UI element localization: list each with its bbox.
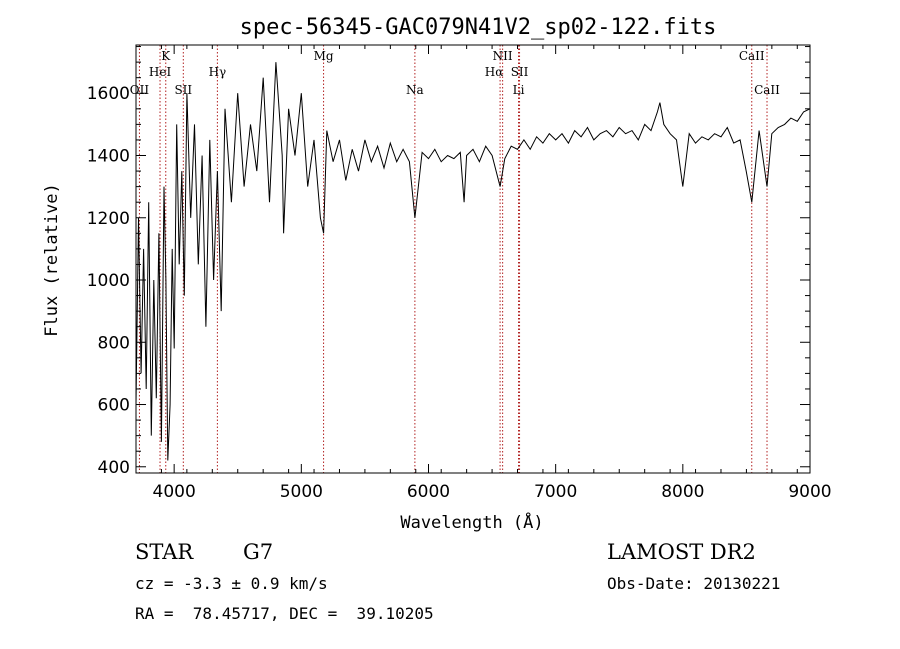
coordinates-line: RA = 78.45717, DEC = 39.10205: [135, 604, 434, 623]
y-axis-label: Flux (relative): [42, 183, 62, 337]
x-tick-label: 5000: [280, 482, 323, 502]
chart-title: spec-56345-GAC079N41V2_sp02-122.fits: [240, 15, 717, 40]
object-subclass: G7: [243, 540, 274, 564]
marker-label: OII: [130, 83, 150, 97]
marker-label: Hγ: [209, 65, 227, 79]
x-tick-label: 9000: [788, 482, 831, 502]
y-tick-label: 1400: [87, 147, 130, 167]
obs-date: Obs-Date: 20130221: [607, 574, 781, 593]
x-axis-label: Wavelength (Å): [400, 511, 543, 533]
y-tick-label: 1000: [87, 271, 130, 291]
y-tick-label: 1200: [87, 209, 130, 229]
marker-label: Li: [513, 83, 525, 97]
y-tick-label: 800: [98, 333, 130, 353]
marker-label: CaII: [754, 83, 780, 97]
marker-label: Hα: [485, 65, 504, 79]
marker-label: K: [161, 49, 171, 63]
marker-label: SII: [174, 83, 192, 97]
x-tick-label: 7000: [534, 482, 577, 502]
marker-label: Na: [406, 83, 424, 97]
spectrum-line: [135, 62, 811, 461]
marker-label: NII: [493, 49, 513, 63]
marker-label: CaII: [739, 49, 765, 63]
marker-label: SII: [511, 65, 529, 79]
survey-name: LAMOST DR2: [607, 540, 756, 564]
marker-label: HeI: [149, 65, 172, 79]
y-tick-label: 600: [98, 396, 130, 416]
object-class: STAR: [135, 540, 194, 564]
marker-label: Mg: [314, 49, 334, 63]
redshift-line: cz = -3.3 ± 0.9 km/s: [135, 574, 328, 593]
plot-frame: [135, 44, 811, 474]
y-tick-label: 400: [98, 458, 130, 478]
x-tick-label: 6000: [407, 482, 450, 502]
y-tick-label: 1600: [87, 84, 130, 104]
x-tick-label: 8000: [661, 482, 704, 502]
x-tick-label: 4000: [153, 482, 196, 502]
